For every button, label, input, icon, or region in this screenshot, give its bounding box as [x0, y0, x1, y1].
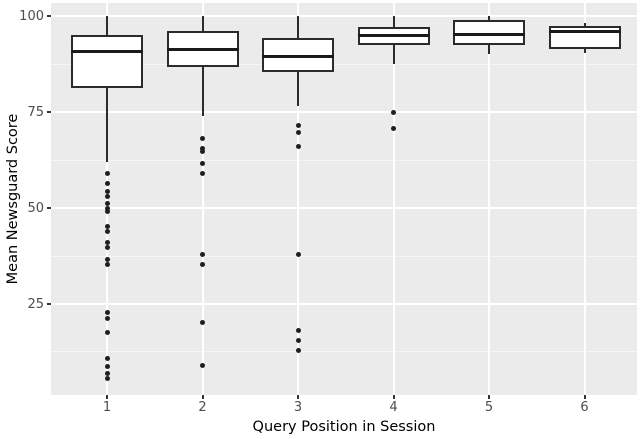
x-tick-label: 4: [389, 400, 398, 415]
x-tick-mark: [583, 395, 586, 399]
outlier-point: [104, 200, 110, 206]
outlier-point: [295, 129, 301, 135]
lower-whisker: [106, 87, 108, 162]
outlier-point: [104, 364, 110, 370]
outlier-point: [200, 252, 205, 258]
x-tick-mark: [488, 395, 490, 399]
lower-whisker: [488, 45, 490, 54]
upper-whisker: [392, 16, 395, 28]
x-axis-title: Query Position in Session: [252, 419, 436, 435]
x-tick-mark: [297, 395, 299, 399]
outlier-point: [295, 122, 301, 128]
upper-whisker: [106, 16, 108, 36]
boxplot-box: [453, 19, 525, 46]
median-line: [262, 55, 334, 59]
outlier-point: [104, 240, 110, 246]
x-major-gridline: [392, 3, 395, 395]
outlier-point: [104, 170, 110, 176]
y-minor-gridline: [51, 255, 637, 257]
y-major-gridline: [51, 303, 637, 305]
y-axis-title: Mean Newsguard Score: [5, 113, 21, 285]
outlier-point: [200, 262, 205, 268]
outlier-point: [104, 257, 110, 263]
x-tick-mark: [392, 395, 395, 399]
upper-whisker: [488, 16, 490, 20]
outlier-point: [104, 316, 110, 322]
x-tick-mark: [106, 395, 108, 399]
y-minor-gridline: [51, 63, 637, 65]
outlier-point: [104, 375, 110, 381]
outlier-point: [104, 189, 110, 195]
y-tick-mark: [47, 111, 51, 114]
y-minor-gridline: [51, 159, 637, 161]
outlier-point: [104, 355, 110, 361]
outlier-point: [200, 319, 205, 325]
outlier-point: [295, 337, 301, 343]
outlier-point: [295, 327, 301, 333]
y-tick-label: 50: [27, 200, 44, 216]
y-tick-label: 75: [27, 104, 44, 120]
outlier-point: [391, 125, 396, 131]
outlier-point: [104, 229, 110, 235]
x-tick-label: 5: [484, 400, 494, 415]
outlier-point: [104, 224, 110, 230]
boxplot-box: [262, 38, 334, 73]
y-minor-gridline: [51, 351, 637, 353]
x-tick-label: 3: [293, 400, 303, 415]
y-major-gridline: [51, 15, 637, 18]
outlier-point: [104, 329, 110, 335]
y-major-gridline: [51, 111, 637, 114]
y-tick-label: 25: [27, 296, 44, 312]
y-major-gridline: [51, 207, 637, 210]
lower-whisker: [583, 49, 586, 54]
outlier-point: [295, 252, 301, 258]
boxplot-box: [71, 35, 143, 88]
median-line: [548, 29, 621, 33]
x-tick-label: 6: [580, 400, 589, 415]
median-line: [357, 33, 430, 37]
upper-whisker: [583, 22, 586, 27]
outlier-point: [104, 370, 110, 376]
outlier-point: [104, 262, 110, 268]
median-line: [453, 33, 525, 37]
plot-panel: [51, 3, 637, 395]
x-tick-label: 1: [102, 400, 112, 415]
outlier-point: [200, 135, 205, 141]
y-tick-mark: [47, 303, 51, 305]
median-line: [71, 50, 143, 54]
x-major-gridline: [201, 3, 204, 395]
outlier-point: [104, 194, 110, 200]
outlier-point: [200, 160, 205, 166]
lower-whisker: [201, 66, 204, 116]
upper-whisker: [297, 16, 299, 39]
median-line: [166, 47, 239, 51]
outlier-point: [104, 310, 110, 316]
x-major-gridline: [583, 3, 586, 395]
outlier-point: [200, 149, 205, 155]
lower-whisker: [392, 45, 395, 65]
outlier-point: [104, 245, 110, 251]
outlier-point: [104, 209, 110, 215]
outlier-point: [295, 144, 301, 150]
outlier-point: [104, 180, 110, 186]
x-tick-mark: [201, 395, 204, 399]
x-major-gridline: [297, 3, 299, 395]
lower-whisker: [297, 72, 299, 106]
y-tick-label: 100: [19, 8, 44, 24]
x-tick-label: 2: [198, 400, 207, 415]
y-tick-mark: [47, 15, 51, 18]
outlier-point: [200, 171, 205, 177]
outlier-point: [200, 362, 205, 368]
x-major-gridline: [488, 3, 490, 395]
outlier-point: [295, 347, 301, 353]
outlier-point: [200, 145, 205, 151]
y-tick-mark: [47, 207, 51, 210]
outlier-point: [104, 205, 110, 211]
upper-whisker: [201, 16, 204, 32]
outlier-point: [391, 109, 396, 115]
